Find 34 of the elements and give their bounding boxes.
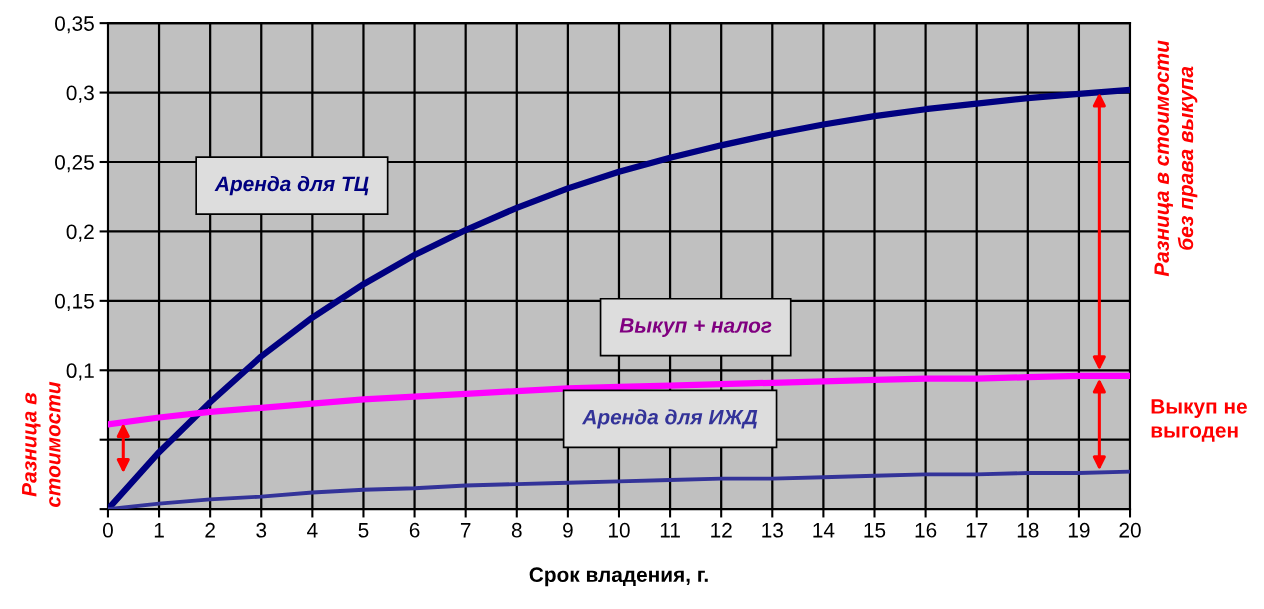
x-tick-label: 7 bbox=[460, 523, 471, 538]
x-tick-label: 11 bbox=[660, 523, 680, 538]
x-tick-label: 9 bbox=[563, 522, 573, 538]
text: Разница в стоимости bbox=[22, 381, 61, 508]
x-axis-title: Срок владения, г. bbox=[529, 567, 708, 587]
y-tick-label: 0,3 bbox=[66, 85, 94, 103]
y-tick-label: 0,25 bbox=[55, 155, 94, 173]
x-tick-label: 10 bbox=[608, 522, 630, 538]
text: Выкуп не выгоден bbox=[1151, 399, 1247, 442]
text: Разница в стоимости без права выкупа bbox=[1154, 40, 1198, 277]
x-tick-label: 0 bbox=[102, 522, 113, 538]
x-tick-label: 8 bbox=[511, 522, 522, 538]
y-tick-label: 0,2 bbox=[66, 224, 94, 242]
x-tick-label: 16 bbox=[915, 522, 937, 538]
y-tick-label: 0,1 bbox=[66, 363, 94, 381]
x-tick-label: 14 bbox=[813, 523, 835, 538]
x-tick-label: 18 bbox=[1017, 522, 1039, 538]
x-tick-label: 6 bbox=[409, 522, 420, 538]
y-tick-label: 0,15 bbox=[55, 293, 94, 312]
x-tick-label: 1 bbox=[154, 523, 164, 538]
x-tick-label: 20 bbox=[1119, 522, 1141, 538]
x-tick-label: 2 bbox=[205, 522, 215, 538]
x-tick-label: 4 bbox=[307, 523, 318, 538]
x-tick-label: 3 bbox=[256, 522, 267, 538]
text: Аренда для ИЖД bbox=[581, 409, 758, 429]
x-tick-label: 19 bbox=[1068, 522, 1090, 538]
text: Аренда для ТЦ bbox=[214, 175, 369, 196]
text: Выкуп + налог bbox=[619, 318, 772, 337]
x-tick-label: 13 bbox=[762, 522, 783, 538]
x-tick-label: 5 bbox=[358, 523, 369, 538]
y-tick-label: 0,35 bbox=[55, 16, 94, 34]
x-tick-label: 12 bbox=[711, 522, 732, 538]
x-tick-label: 17 bbox=[966, 523, 988, 538]
x-tick-label: 15 bbox=[864, 523, 886, 538]
